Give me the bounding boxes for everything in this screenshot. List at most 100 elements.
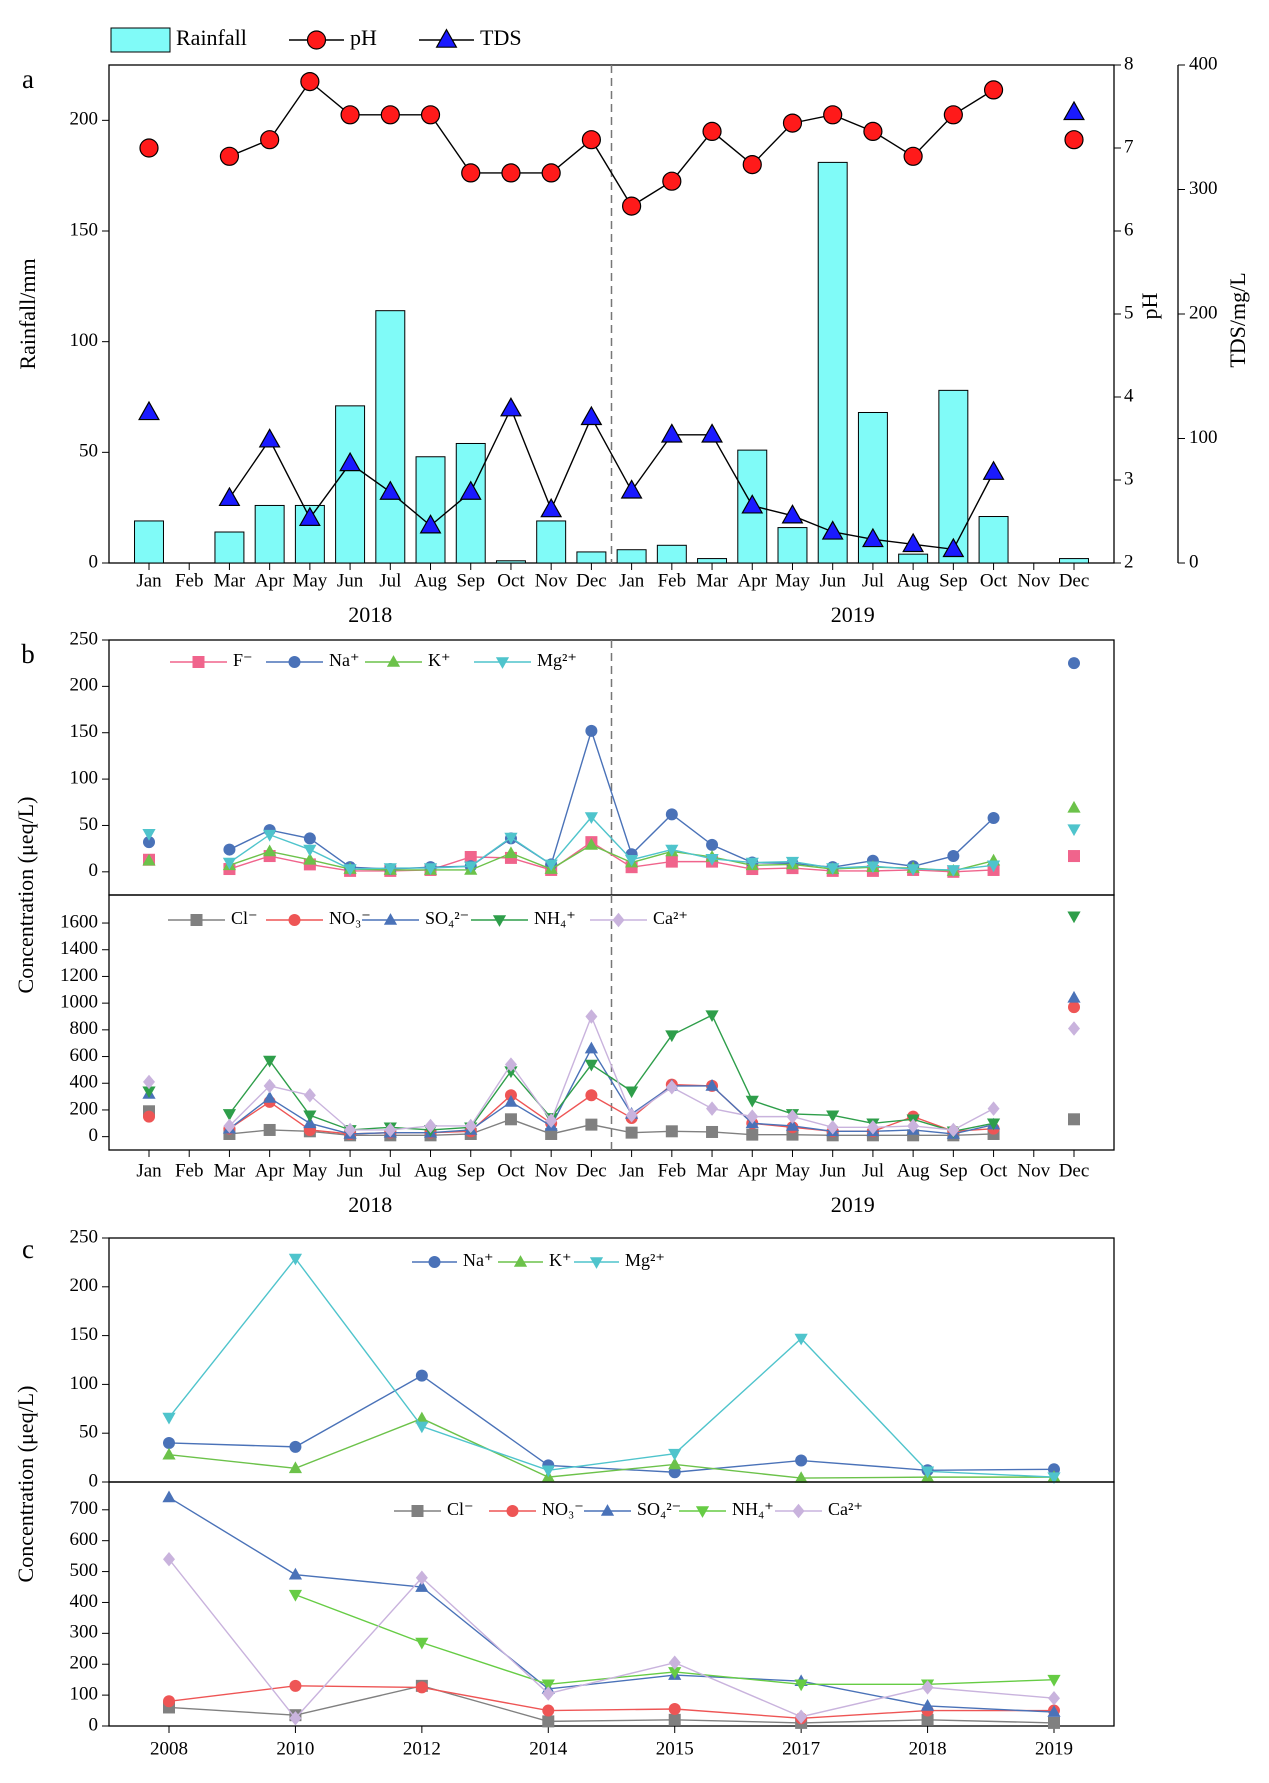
marker (1064, 130, 1084, 150)
x-tick-label: Oct (497, 1160, 525, 1181)
marker (741, 494, 764, 514)
y-axis-title: Concentration (μeq/L) (13, 797, 38, 994)
bar (335, 405, 366, 564)
y3-tick-label: 300 (1189, 178, 1218, 199)
marker (861, 527, 884, 548)
marker (288, 1461, 303, 1474)
bar (576, 551, 607, 564)
marker (826, 1110, 840, 1123)
marker (303, 1088, 316, 1103)
bar (134, 520, 164, 564)
marker (288, 914, 301, 926)
x-tick-label: Jul (862, 1160, 884, 1181)
y-tick-label: 0 (89, 860, 99, 881)
marker (306, 30, 327, 50)
y3-tick-label: 200 (1189, 302, 1218, 323)
y-tick-label: 150 (70, 219, 99, 240)
marker (1067, 800, 1081, 813)
marker (504, 1057, 517, 1072)
x-tick-label: 2019 (1035, 1738, 1073, 1759)
marker (1063, 100, 1085, 121)
marker (821, 520, 844, 540)
marker (622, 196, 642, 216)
marker (662, 171, 682, 191)
x-tick-label: Sep (456, 1160, 485, 1181)
marker (668, 1713, 681, 1726)
x-tick-label: Feb (658, 1160, 687, 1181)
y-tick-label: 0 (89, 1470, 99, 1491)
y-tick-label: 400 (70, 1591, 99, 1612)
x-tick-label: Mar (214, 570, 246, 591)
x-tick-label: Feb (175, 570, 204, 591)
marker (383, 863, 397, 876)
x-group-label: 2018 (348, 1192, 392, 1217)
marker (665, 808, 678, 821)
marker (540, 497, 563, 518)
marker (500, 397, 522, 417)
marker (1068, 1001, 1080, 1014)
x-tick-label: Sep (456, 570, 485, 591)
x-tick-label: Mar (696, 570, 728, 591)
marker (263, 1123, 276, 1136)
x-tick-label: Dec (1059, 1160, 1090, 1181)
marker (513, 1255, 528, 1267)
marker (947, 850, 960, 863)
marker (289, 1440, 302, 1453)
marker (625, 1126, 638, 1139)
marker (668, 1448, 682, 1461)
x-tick-label: Feb (658, 570, 687, 591)
marker (826, 1120, 839, 1135)
marker (826, 863, 840, 876)
marker (303, 1110, 317, 1123)
marker (943, 105, 963, 125)
x-tick-label: Nov (1017, 1160, 1050, 1181)
marker (303, 1116, 317, 1129)
marker (300, 71, 320, 92)
x-tick-label: 2012 (403, 1738, 441, 1759)
y3-tick-label: 0 (1189, 551, 1199, 572)
marker (745, 1095, 759, 1108)
y-tick-label: 100 (70, 1373, 99, 1394)
marker (906, 864, 920, 876)
marker (544, 859, 558, 872)
marker (340, 105, 360, 125)
marker (1067, 911, 1081, 924)
bar (415, 456, 446, 564)
legend-label: SO₄²⁻ (425, 908, 469, 928)
x-tick-label: Jan (136, 570, 162, 591)
y-tick-label: 50 (79, 441, 98, 462)
x-group-label: 2019 (831, 1192, 875, 1217)
x-tick-label: Oct (980, 570, 1008, 591)
x-tick-label: May (775, 1160, 810, 1181)
marker (504, 846, 518, 859)
y-tick-label: 600 (70, 1045, 99, 1066)
marker (903, 146, 923, 166)
x-tick-label: Nov (1017, 570, 1050, 591)
marker (625, 854, 639, 867)
legend-label: Na⁺ (463, 1250, 494, 1270)
x-tick-label: Jul (379, 570, 401, 591)
series-line (168, 1496, 1055, 1713)
marker (701, 423, 723, 443)
marker (585, 1089, 598, 1102)
marker (263, 844, 277, 857)
series-line (168, 1685, 1054, 1719)
y-tick-label: 50 (79, 1422, 98, 1443)
marker (288, 1589, 303, 1602)
bar (777, 527, 808, 564)
x-tick-label: Jun (819, 570, 846, 591)
marker (541, 163, 561, 183)
marker (792, 1503, 805, 1519)
y-tick-label: 700 (70, 1498, 99, 1519)
marker (589, 1257, 604, 1269)
marker (380, 105, 400, 125)
x-tick-label: Nov (535, 1160, 568, 1181)
y-tick-label: 500 (70, 1560, 99, 1581)
marker (612, 912, 625, 928)
marker (794, 1679, 808, 1692)
marker (1068, 657, 1080, 670)
marker (415, 1637, 429, 1650)
bar (536, 520, 567, 564)
marker (706, 838, 719, 851)
marker (706, 1101, 719, 1116)
